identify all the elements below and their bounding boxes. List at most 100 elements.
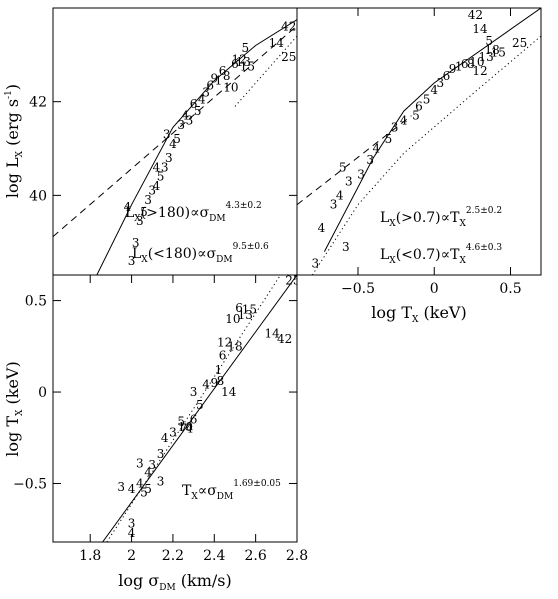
- data-point: 3: [165, 151, 173, 165]
- data-point: 14: [472, 22, 488, 36]
- relation-annotation: TX∝σDM1.69±0.05: [182, 479, 281, 502]
- data-point: 4: [336, 188, 344, 202]
- data-point: 4: [202, 378, 210, 392]
- x-tick-label: 2.4: [203, 548, 225, 564]
- data-point: 3: [163, 127, 171, 141]
- data-point: 1: [455, 60, 463, 74]
- data-point: 4: [400, 113, 408, 127]
- data-point: 8: [467, 57, 475, 71]
- data-point: 42: [468, 8, 483, 22]
- fit-line-solid: [102, 275, 297, 542]
- data-point: 3: [366, 153, 374, 167]
- data-point: 3: [128, 254, 136, 268]
- data-point: 4: [430, 83, 438, 97]
- data-point: 5: [194, 104, 202, 118]
- data-point: 18: [227, 339, 242, 353]
- data-point: 6: [231, 57, 239, 71]
- data-point: 4: [136, 476, 144, 490]
- plot-frame: [52, 274, 298, 543]
- data-point: 42: [277, 332, 292, 346]
- data-point: 8: [223, 69, 231, 83]
- data-point: 6: [219, 348, 227, 362]
- data-point: 6: [190, 97, 198, 111]
- data-point: 14: [221, 385, 237, 399]
- data-point: 14: [269, 36, 285, 50]
- data-point: 15: [491, 46, 506, 60]
- x-axis-label-tx: log TX (keV): [371, 303, 466, 325]
- fit-line-dotted: [106, 275, 281, 542]
- data-point: 3: [157, 447, 165, 461]
- data-point: 5: [485, 34, 493, 48]
- relation-annotation: LX(<0.7)∝TX4.6±0.3: [380, 243, 502, 266]
- data-point: 3: [330, 198, 338, 212]
- data-point: 25: [512, 36, 527, 50]
- data-point: 13: [478, 50, 493, 64]
- data-point: 3: [177, 118, 185, 132]
- data-point: 3: [437, 76, 445, 90]
- x-tick-label: 2: [127, 548, 136, 564]
- fit-line-dashed: [53, 25, 297, 237]
- x-tick-label: 0.5: [499, 281, 521, 297]
- data-point: 3: [202, 85, 210, 99]
- data-point: 5: [241, 41, 249, 55]
- data-point: 15: [242, 303, 257, 317]
- y-tick-label: 0.5: [25, 294, 47, 310]
- data-point: 10: [178, 420, 193, 434]
- data-point: 9: [210, 376, 218, 390]
- x-tick-label: 2.6: [245, 548, 267, 564]
- x-tick-label: 2.8: [286, 548, 308, 564]
- data-point: 5: [177, 414, 185, 428]
- x-axis-label-sigma: log σDM (km/s): [118, 571, 231, 593]
- y-tick-label: −0.5: [13, 476, 47, 492]
- y-axis-label-lx: log LX (erg s-1): [3, 84, 25, 198]
- data-point: 3: [148, 458, 156, 472]
- data-point: 3: [136, 214, 144, 228]
- data-point: 3: [157, 475, 165, 489]
- data-point: 9: [449, 62, 457, 76]
- data-point: 7: [179, 422, 187, 436]
- relation-annotation: LX(>180)∝σDM4.3±0.2: [125, 201, 262, 224]
- data-point: 4: [318, 221, 326, 235]
- data-point: 12: [231, 53, 246, 67]
- data-point: 4: [144, 466, 152, 480]
- data-point: 6: [190, 412, 198, 426]
- data-point: 4: [169, 137, 177, 151]
- data-point: 5: [196, 398, 204, 412]
- data-point: 10: [223, 81, 238, 95]
- data-point: 4: [124, 200, 132, 214]
- data-point: 13: [238, 308, 253, 322]
- data-point: 3: [144, 193, 152, 207]
- y-tick-label: 40: [29, 188, 47, 204]
- data-point: 12: [472, 64, 487, 78]
- data-point: 15: [240, 60, 255, 74]
- data-point: 8: [217, 374, 225, 388]
- data-point: 3: [391, 120, 399, 134]
- fit-line-solid: [96, 19, 297, 275]
- data-point: 4: [182, 109, 190, 123]
- data-point: 5: [423, 92, 431, 106]
- data-point: 3: [128, 517, 136, 531]
- data-point: 5: [157, 170, 165, 184]
- data-point: 6: [415, 99, 423, 113]
- data-point: 4: [198, 92, 206, 106]
- data-point: 3: [342, 240, 350, 254]
- fit-line-dotted: [234, 35, 297, 107]
- data-point: 6: [443, 69, 451, 83]
- data-point: 4: [153, 179, 161, 193]
- data-point: 3: [186, 113, 194, 127]
- data-point: 3: [311, 256, 319, 270]
- data-point: 13: [236, 55, 251, 69]
- relation-annotation: LX(>0.7)∝TX2.5±0.2: [380, 206, 502, 229]
- data-point: 4: [153, 160, 161, 174]
- data-point: 3: [132, 236, 140, 250]
- fit-line-solid: [323, 8, 541, 252]
- relation-annotation: LX(<180)∝σDM9.5±0.6: [132, 242, 269, 265]
- y-axis-label-tx: log TX (keV): [3, 361, 25, 456]
- data-point: 6: [219, 64, 227, 78]
- data-point: 3: [190, 385, 198, 399]
